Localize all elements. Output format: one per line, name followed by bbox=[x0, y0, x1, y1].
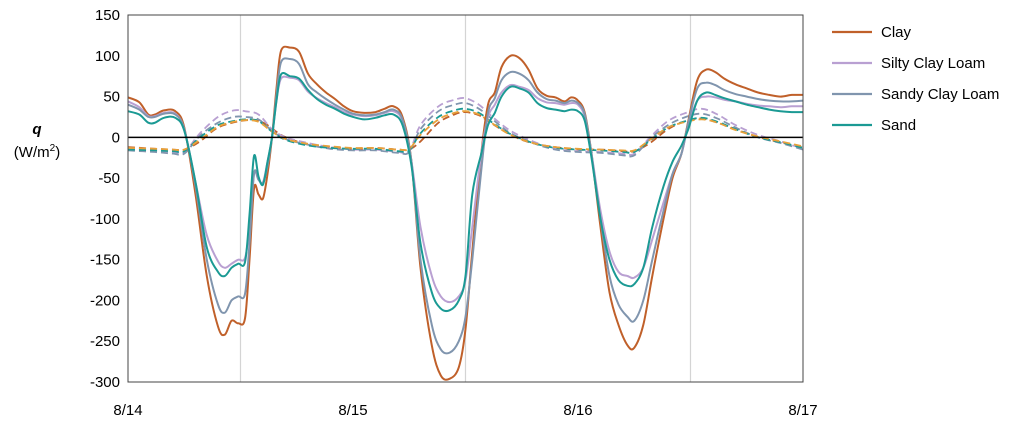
legend: Clay Silty Clay Loam Sandy Clay Loam San… bbox=[832, 24, 999, 134]
legend-item-sandy-clay-loam: Sandy Clay Loam bbox=[832, 86, 999, 103]
series-line-dashed-6 bbox=[127, 101, 804, 158]
legend-label: Silty Clay Loam bbox=[881, 55, 985, 72]
y-tick-label: -300 bbox=[90, 374, 120, 391]
y-tick-label: -250 bbox=[90, 333, 120, 350]
x-tick-label: 8/15 bbox=[338, 402, 367, 419]
y-tick-label: -150 bbox=[90, 252, 120, 269]
y-axis-ticks: 150 100 50 0 -50 -100 -150 -200 -250 -300 bbox=[90, 7, 120, 391]
series-line-dashed-5 bbox=[127, 97, 804, 156]
y-axis-unit-suffix: ) bbox=[55, 144, 60, 161]
series-line-sand bbox=[127, 71, 804, 313]
series-line-sandy-clay-loam bbox=[127, 57, 804, 355]
legend-item-clay: Clay bbox=[832, 24, 912, 41]
y-axis-symbol: q bbox=[32, 121, 41, 138]
x-axis-ticks: 8/14 8/15 8/16 8/17 bbox=[113, 402, 817, 419]
y-tick-label: 50 bbox=[103, 89, 120, 106]
plot-area-frame bbox=[127, 14, 804, 383]
x-tick-label: 8/17 bbox=[788, 402, 817, 419]
legend-item-silty-clay-loam: Silty Clay Loam bbox=[832, 55, 985, 72]
y-axis-title: q (W/m2) bbox=[14, 121, 60, 161]
y-axis-unit: (W/m2) bbox=[14, 143, 60, 161]
legend-label: Clay bbox=[881, 24, 912, 41]
legend-label: Sand bbox=[881, 117, 916, 134]
series-layer bbox=[127, 45, 804, 381]
y-axis-unit-prefix: (W/m bbox=[14, 144, 50, 161]
y-tick-label: 100 bbox=[95, 48, 120, 65]
series-line-dashed-8 bbox=[127, 110, 804, 153]
y-tick-label: 0 bbox=[112, 129, 120, 146]
legend-label: Sandy Clay Loam bbox=[881, 86, 999, 103]
x-tick-label: 8/16 bbox=[563, 402, 592, 419]
y-axis-unit-power: 2 bbox=[50, 143, 56, 154]
y-tick-label: -50 bbox=[98, 170, 120, 187]
y-tick-label: 150 bbox=[95, 7, 120, 24]
x-tick-label: 8/14 bbox=[113, 402, 142, 419]
y-tick-label: -200 bbox=[90, 292, 120, 309]
y-tick-label: -100 bbox=[90, 211, 120, 228]
series-line-clay bbox=[127, 45, 804, 381]
legend-item-sand: Sand bbox=[832, 117, 916, 134]
